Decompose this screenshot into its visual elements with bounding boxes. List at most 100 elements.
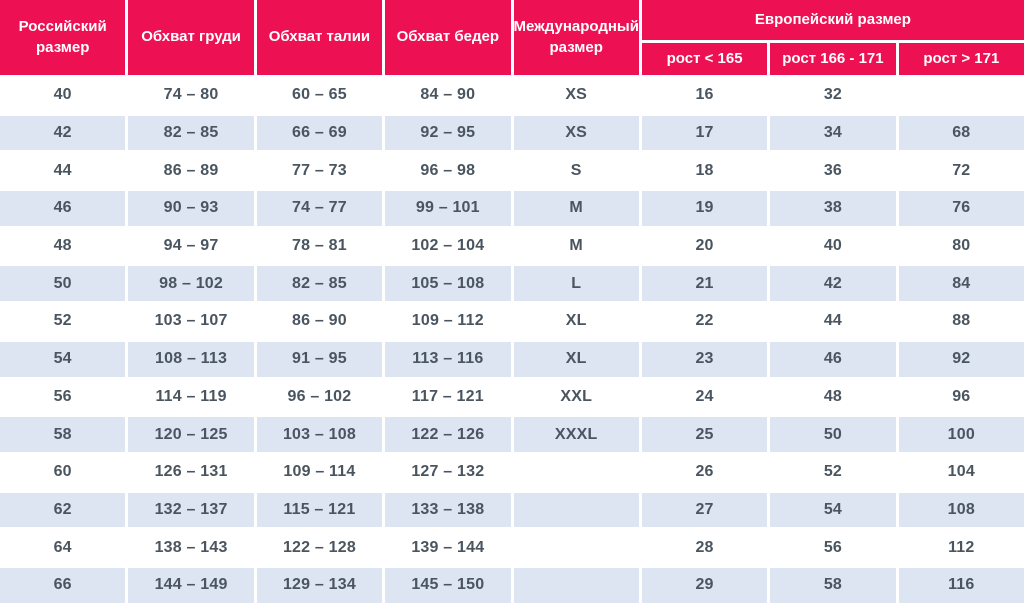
table-cell: 50 bbox=[770, 417, 896, 452]
table-cell: 56 bbox=[0, 379, 126, 415]
table-cell: 92 – 95 bbox=[385, 115, 511, 151]
table-cell: 66 bbox=[0, 567, 126, 603]
table-cell: 74 – 80 bbox=[128, 78, 254, 113]
table-cell: 129 – 134 bbox=[256, 567, 383, 603]
table-cell: XXXL bbox=[513, 417, 639, 452]
table-cell: 19 bbox=[641, 191, 768, 226]
table-cell: 56 bbox=[770, 530, 896, 565]
table-cell: 58 bbox=[0, 417, 126, 452]
table-cell: 104 bbox=[898, 454, 1024, 490]
col-header-height-lt-165: рост < 165 bbox=[641, 43, 768, 75]
table-cell: 122 – 128 bbox=[256, 530, 383, 565]
table-row: 42 82 – 85 66 – 69 92 – 95 XS 17 34 68 bbox=[0, 115, 1024, 151]
table-row: 48 94 – 97 78 – 81 102 – 104 M 20 40 80 bbox=[0, 228, 1024, 264]
table-cell: 48 bbox=[770, 379, 896, 415]
table-cell: 60 – 65 bbox=[256, 78, 383, 113]
table-cell: 133 – 138 bbox=[385, 492, 511, 528]
table-cell: 42 bbox=[0, 115, 126, 151]
table-cell: 139 – 144 bbox=[385, 530, 511, 565]
table-cell: 94 – 97 bbox=[128, 228, 254, 264]
table-cell: 86 – 89 bbox=[128, 153, 254, 189]
table-cell: 109 – 112 bbox=[385, 304, 511, 339]
table-cell: 66 – 69 bbox=[256, 115, 383, 151]
table-cell: 25 bbox=[641, 417, 768, 452]
table-cell: 100 bbox=[898, 417, 1024, 452]
table-cell: 114 – 119 bbox=[128, 379, 254, 415]
table-cell: 116 bbox=[898, 567, 1024, 603]
table-row: 64 138 – 143 122 – 128 139 – 144 28 56 112 bbox=[0, 530, 1024, 565]
table-cell: 68 bbox=[898, 115, 1024, 151]
table-cell: 27 bbox=[641, 492, 768, 528]
table-cell: 34 bbox=[770, 115, 896, 151]
table-cell: 98 – 102 bbox=[128, 266, 254, 302]
header-row-heights: рост < 165 рост 166 - 171 рост > 171 bbox=[0, 43, 1024, 75]
table-cell: 64 bbox=[0, 530, 126, 565]
table-cell: XL bbox=[513, 304, 639, 339]
table-cell: 126 – 131 bbox=[128, 454, 254, 490]
col-header-waist: Обхват талии bbox=[256, 0, 383, 75]
table-cell: 21 bbox=[641, 266, 768, 302]
table-cell: 24 bbox=[641, 379, 768, 415]
table-cell: 54 bbox=[0, 341, 126, 377]
table-cell: 84 bbox=[898, 266, 1024, 302]
table-row: 60 126 – 131 109 – 114 127 – 132 26 52 104 bbox=[0, 454, 1024, 490]
col-header-russian-size: Российский размер bbox=[0, 0, 126, 75]
table-cell: 115 – 121 bbox=[256, 492, 383, 528]
table-cell: 145 – 150 bbox=[385, 567, 511, 603]
table-cell: 84 – 90 bbox=[385, 78, 511, 113]
table-cell: 113 – 116 bbox=[385, 341, 511, 377]
table-cell: 76 bbox=[898, 191, 1024, 226]
table-cell: 20 bbox=[641, 228, 768, 264]
table-cell: 112 bbox=[898, 530, 1024, 565]
table-cell: 54 bbox=[770, 492, 896, 528]
table-cell: 108 bbox=[898, 492, 1024, 528]
col-header-height-166-171: рост 166 - 171 bbox=[770, 43, 896, 75]
table-cell: 105 – 108 bbox=[385, 266, 511, 302]
table-cell: XS bbox=[513, 78, 639, 113]
table-cell: 132 – 137 bbox=[128, 492, 254, 528]
table-cell bbox=[513, 492, 639, 528]
table-cell: 96 bbox=[898, 379, 1024, 415]
table-cell: 40 bbox=[770, 228, 896, 264]
col-header-height-gt-171: рост > 171 bbox=[898, 43, 1024, 75]
table-cell: 77 – 73 bbox=[256, 153, 383, 189]
table-cell: 96 – 102 bbox=[256, 379, 383, 415]
table-cell: 92 bbox=[898, 341, 1024, 377]
table-row: 56 114 – 119 96 – 102 117 – 121 XXL 24 48 96 bbox=[0, 379, 1024, 415]
table-cell: 50 bbox=[0, 266, 126, 302]
table-cell: XL bbox=[513, 341, 639, 377]
col-header-chest: Обхват груди bbox=[128, 0, 254, 75]
table-cell: 108 – 113 bbox=[128, 341, 254, 377]
table-cell: 109 – 114 bbox=[256, 454, 383, 490]
table-cell: 99 – 101 bbox=[385, 191, 511, 226]
table-cell: 52 bbox=[770, 454, 896, 490]
header-row-main: Российский размер Обхват груди Обхват та… bbox=[0, 0, 1024, 75]
table-cell: 32 bbox=[770, 78, 896, 113]
table-cell: 23 bbox=[641, 341, 768, 377]
table-cell: 29 bbox=[641, 567, 768, 603]
table-cell: 74 – 77 bbox=[256, 191, 383, 226]
table-cell: 46 bbox=[0, 191, 126, 226]
table-row: 46 90 – 93 74 – 77 99 – 101 M 19 38 76 bbox=[0, 191, 1024, 226]
table-cell: 122 – 126 bbox=[385, 417, 511, 452]
table-cell: 22 bbox=[641, 304, 768, 339]
table-cell: 103 – 108 bbox=[256, 417, 383, 452]
table-row: 62 132 – 137 115 – 121 133 – 138 27 54 108 bbox=[0, 492, 1024, 528]
table-body: 40 74 – 80 60 – 65 84 – 90 XS 16 32 42 82 – 85 66… bbox=[0, 78, 1024, 603]
table-cell: 60 bbox=[0, 454, 126, 490]
table-cell: 38 bbox=[770, 191, 896, 226]
table-row: 66 144 – 149 129 – 134 145 – 150 29 58 116 bbox=[0, 567, 1024, 603]
table-row: 52 103 – 107 86 – 90 109 – 112 XL 22 44 88 bbox=[0, 304, 1024, 339]
table-cell: 127 – 132 bbox=[385, 454, 511, 490]
table-cell: 40 bbox=[0, 78, 126, 113]
table-cell: 117 – 121 bbox=[385, 379, 511, 415]
table-cell bbox=[898, 78, 1024, 113]
table-cell: 91 – 95 bbox=[256, 341, 383, 377]
table-cell: 103 – 107 bbox=[128, 304, 254, 339]
table-cell: 18 bbox=[641, 153, 768, 189]
table-cell: 26 bbox=[641, 454, 768, 490]
table-cell: 78 – 81 bbox=[256, 228, 383, 264]
table-cell: XS bbox=[513, 115, 639, 151]
table-cell: 120 – 125 bbox=[128, 417, 254, 452]
